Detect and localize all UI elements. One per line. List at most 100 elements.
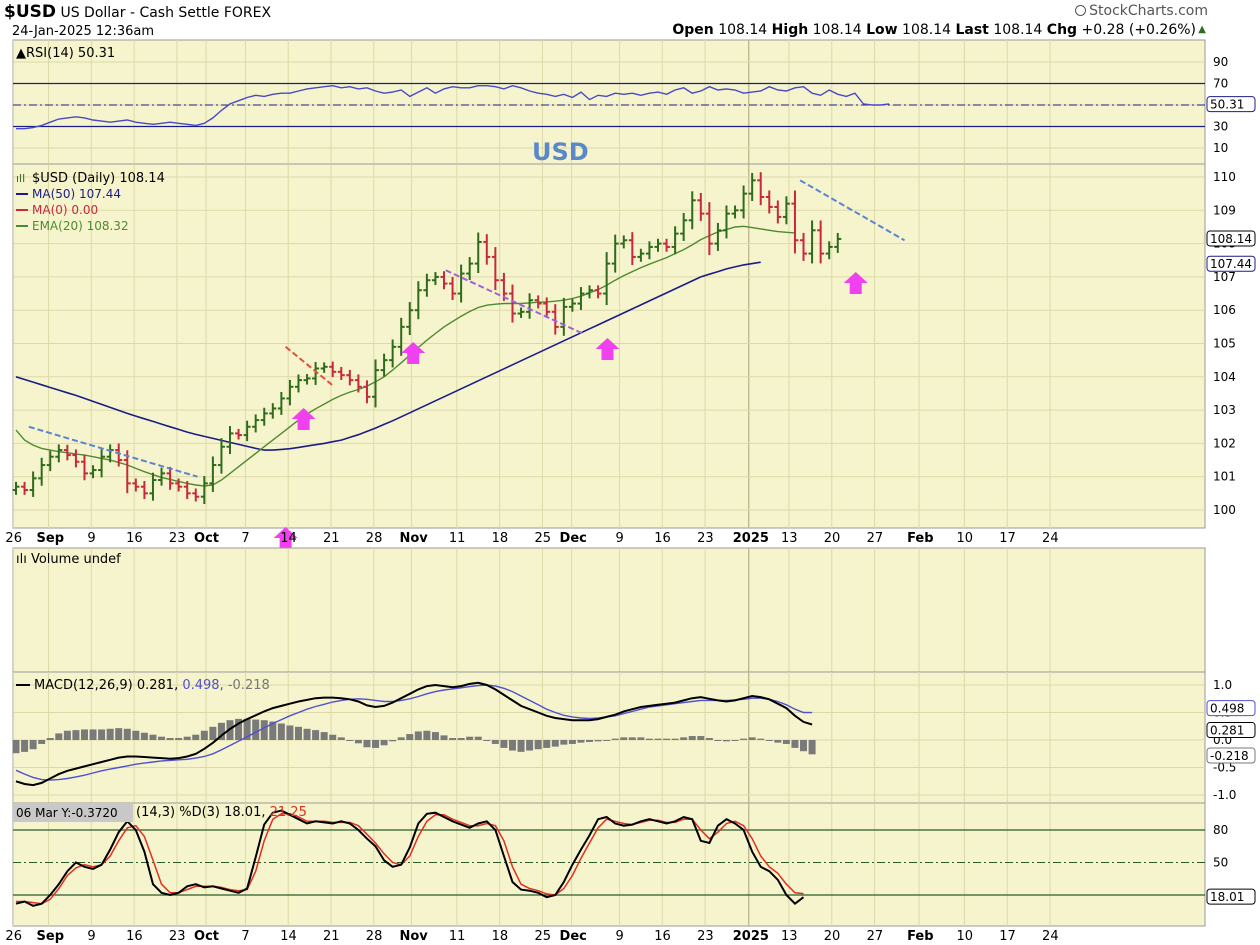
ohlc-bar-51 <box>449 277 457 301</box>
x-tick-lower-17: 23 <box>697 929 714 944</box>
trendline-purple-2 <box>445 269 584 335</box>
ohlc-bar-50 <box>440 271 448 290</box>
rsi-series-line <box>16 84 890 130</box>
macd-histogram-bar-66 <box>577 740 585 743</box>
ohlc-bar-73 <box>637 248 645 262</box>
instrument-name: US Dollar - Cash Settle <box>60 5 220 21</box>
macd-histogram-bar-17 <box>158 736 166 740</box>
ohlc-bar-33 <box>294 374 302 393</box>
macd-histogram-bar-1 <box>21 740 29 752</box>
price-last-label-box <box>1206 230 1256 247</box>
rsi-tick-90: 90 <box>1213 55 1228 69</box>
ohlc-bar-17 <box>158 467 166 486</box>
brand-logo[interactable]: StockCharts.com <box>1075 3 1208 19</box>
ohlc-bar-79 <box>688 191 696 230</box>
macd-histogram-bar-44 <box>389 740 397 742</box>
macd-histogram-bar-52 <box>457 738 465 740</box>
buy-arrow-icon-2 <box>401 342 426 364</box>
macd-histogram-bar-57 <box>500 740 508 748</box>
ohlc-bar-94 <box>817 220 825 264</box>
x-tick-upper-23: 10 <box>956 531 973 546</box>
ohlc-bar-87 <box>757 172 765 206</box>
macd-histogram-bar-85 <box>740 738 748 740</box>
ohlc-bar-85 <box>740 185 748 219</box>
macd-histogram-bar-47 <box>414 731 422 740</box>
low-value: 108.14 <box>902 22 952 38</box>
macd-signal-label-box <box>1206 700 1256 717</box>
stoch-tick-80: 80 <box>1213 823 1228 837</box>
macd-histogram-bar-5 <box>55 733 63 740</box>
ohlc-bar-5 <box>55 444 63 463</box>
macd-value-label-box <box>1206 722 1256 739</box>
ohlc-bar-41 <box>363 380 371 404</box>
macd-histogram-bar-50 <box>440 735 448 740</box>
x-tick-upper-4: 23 <box>169 531 186 546</box>
x-tick-lower-10: Nov <box>399 929 428 944</box>
macd-histogram-bar-10 <box>98 729 106 740</box>
macd-histogram-bar-27 <box>243 718 251 740</box>
stoch-tooltip: 06 Mar Y:-0.3720 <box>16 806 118 820</box>
ohlc-bar-53 <box>466 257 474 281</box>
x-tick-lower-21: 27 <box>867 929 884 944</box>
last-label: Last <box>955 22 989 38</box>
macd-histogram-bar-87 <box>757 738 765 740</box>
rsi-tick-10: 10 <box>1213 141 1228 155</box>
x-tick-upper-15: 9 <box>615 531 623 546</box>
macd-histogram-bar-69 <box>603 740 611 741</box>
macd-signal-line <box>15 684 813 781</box>
macd-histogram-bar-58 <box>508 740 516 751</box>
macd-histogram-bar-84 <box>731 740 739 741</box>
macd-histogram-bar-11 <box>106 728 114 740</box>
macd-histogram-bar-12 <box>115 728 123 740</box>
macd-histogram-bar-6 <box>63 730 71 740</box>
macd-histogram-bar-64 <box>560 740 568 745</box>
trendline-blue-3 <box>799 179 906 242</box>
price-tick-104: 104 <box>1213 370 1236 384</box>
ohlc-bar-61 <box>534 295 542 309</box>
ohlc-bar-43 <box>380 353 388 377</box>
macd-histogram-bar-60 <box>526 740 534 751</box>
ohlc-bar-49 <box>431 272 439 286</box>
ohlc-bar-28 <box>252 414 260 433</box>
ohlc-bar-86 <box>748 173 756 201</box>
rsi-last-label-text: 50.31 <box>1210 98 1244 112</box>
macd-histogram-bar-41 <box>363 740 371 748</box>
ohlc-bar-7 <box>72 449 80 468</box>
macd-histogram-bar-18 <box>166 738 174 740</box>
macd-histogram-bar-79 <box>688 736 696 740</box>
macd-histogram-bar-33 <box>294 726 302 740</box>
stoch-tick-50: 50 <box>1213 856 1228 870</box>
price-tick-109: 109 <box>1213 203 1236 217</box>
x-tick-upper-6: 7 <box>241 531 249 546</box>
macd-histogram-bar-70 <box>611 738 619 740</box>
trendline-red-1 <box>285 346 336 388</box>
ohlc-bar-77 <box>671 226 679 255</box>
macd-histogram-bar-20 <box>183 736 191 740</box>
price-tick-102: 102 <box>1213 436 1236 450</box>
macd-histogram-bar-38 <box>337 737 345 740</box>
macd-histogram-bar-9 <box>89 729 97 740</box>
ohlc-bar-42 <box>372 359 380 408</box>
ohlc-bar-84 <box>731 205 739 219</box>
ohlc-bar-65 <box>568 298 576 312</box>
ma50-line <box>15 261 761 451</box>
stoch-legend-d: 21.25 <box>270 805 307 820</box>
ma50-last-label: 107.44 <box>1206 255 1256 272</box>
macd-histogram-bar-26 <box>235 718 243 740</box>
buy-arrow-icon-0 <box>273 527 298 549</box>
price-legend-1: MA(50) 107.44 <box>32 187 121 201</box>
x-tick-upper-24: 17 <box>999 531 1016 546</box>
macd-histogram-bar-90 <box>782 740 790 744</box>
macd-histogram-bar-30 <box>269 721 277 740</box>
macd-histogram-bar-74 <box>645 738 653 740</box>
ohlc-bar-10 <box>98 449 106 478</box>
x-tick-lower-3: 16 <box>126 929 143 944</box>
macd-histogram-bar-88 <box>765 740 773 741</box>
ohlc-bar-76 <box>663 238 671 252</box>
ohlc-bar-24 <box>217 438 225 474</box>
macd-value-label: 0.281 <box>1206 722 1256 739</box>
ohlc-bar-71 <box>620 235 628 249</box>
x-tick-upper-16: 16 <box>654 531 671 546</box>
ohlc-bar-67 <box>586 285 594 299</box>
